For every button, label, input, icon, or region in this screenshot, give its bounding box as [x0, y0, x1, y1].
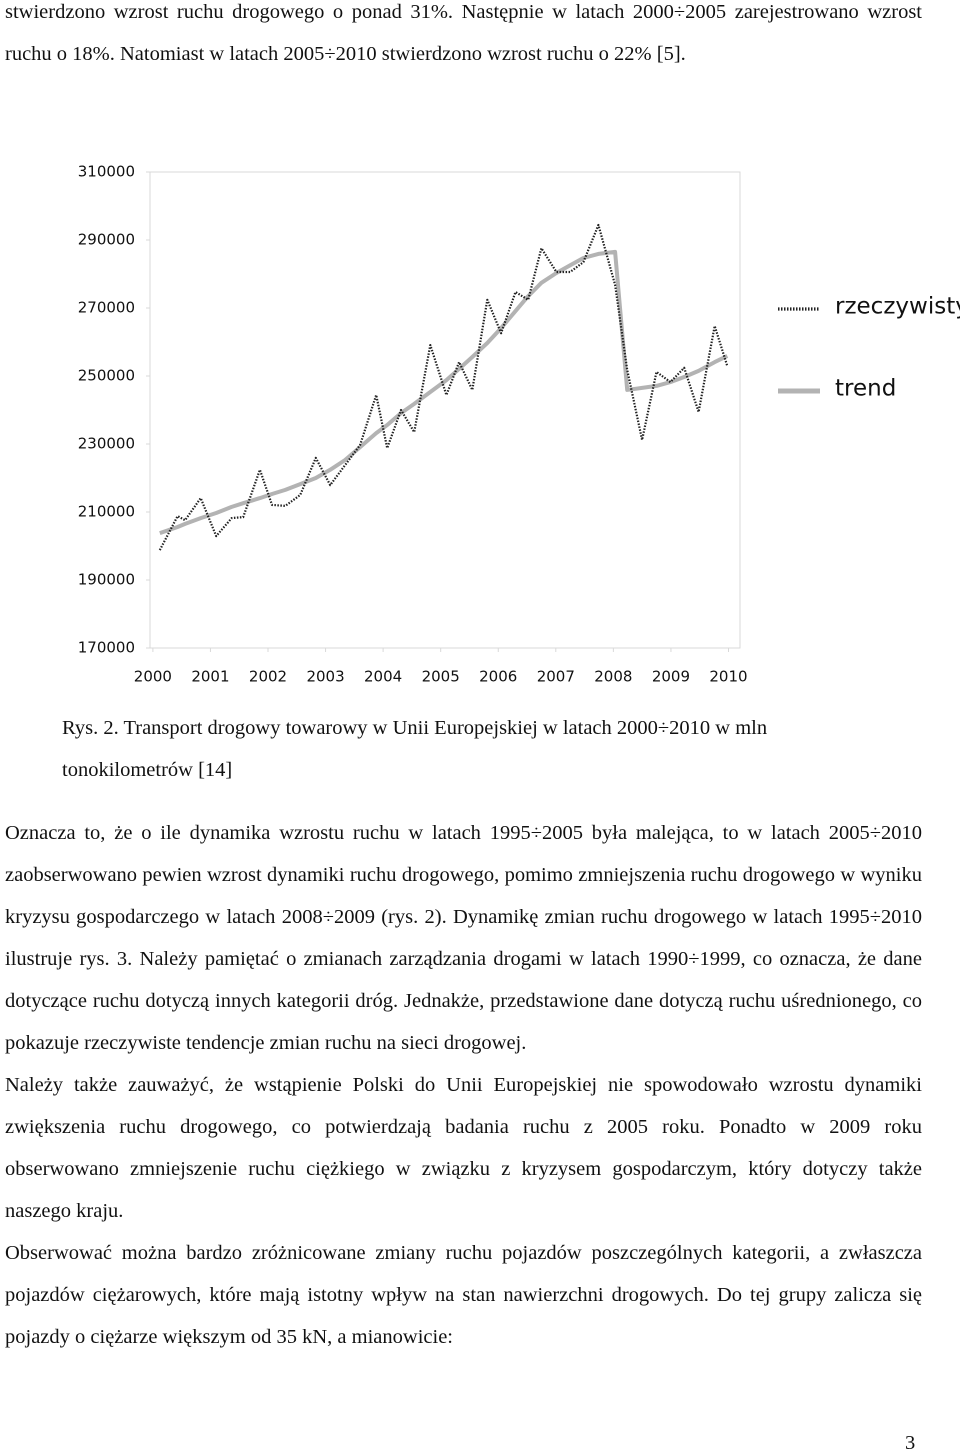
x-tick-label: 2007 — [537, 668, 575, 686]
y-tick-label: 190000 — [78, 571, 135, 589]
x-tick-label: 2010 — [709, 668, 747, 686]
x-tick-label: 2009 — [652, 668, 690, 686]
series-line — [159, 249, 729, 535]
y-tick-label: 290000 — [78, 231, 135, 249]
figure-caption: Rys. 2. Transport drogowy towarowy w Uni… — [62, 717, 768, 781]
y-tick-label: 230000 — [78, 435, 135, 453]
paragraph: Oznacza to, że o ile dynamika wzrostu ru… — [5, 822, 922, 1054]
legend-label: rzeczywisty — [835, 294, 960, 320]
x-tick-label: 2008 — [594, 668, 632, 686]
x-tick-label: 2004 — [364, 668, 402, 686]
paragraphs: Oznacza to, że o ile dynamika wzrostu ru… — [5, 812, 922, 1358]
chart: 170000 190000 210000 230000 250000 270000 2900… — [78, 163, 960, 686]
y-tick-label: 310000 — [78, 163, 135, 181]
legend-label: trend — [835, 376, 896, 402]
y-tick-label: 270000 — [78, 299, 135, 317]
y-tick-label: 170000 — [78, 639, 135, 657]
x-tick-label: 2001 — [191, 668, 229, 686]
page-number: 3 — [905, 1432, 916, 1454]
x-tick-label: 2006 — [479, 668, 517, 686]
plot-frame — [149, 171, 741, 649]
body-text: stwierdzono wzrost ruchu drogowego o pon… — [5, 1, 922, 65]
paragraph: Należy także zauważyć, że wstąpienie Pol… — [5, 1074, 922, 1222]
y-tick-label: 250000 — [78, 367, 135, 385]
x-tick-label: 2000 — [134, 668, 172, 686]
x-tick-label: 2005 — [422, 668, 460, 686]
y-tick-label: 210000 — [78, 503, 135, 521]
series-line — [158, 223, 729, 551]
x-tick-label: 2002 — [249, 668, 287, 686]
paragraph: Obserwować można bardzo zróżnicowane zmi… — [5, 1242, 922, 1348]
x-tick-label: 2003 — [306, 668, 344, 686]
